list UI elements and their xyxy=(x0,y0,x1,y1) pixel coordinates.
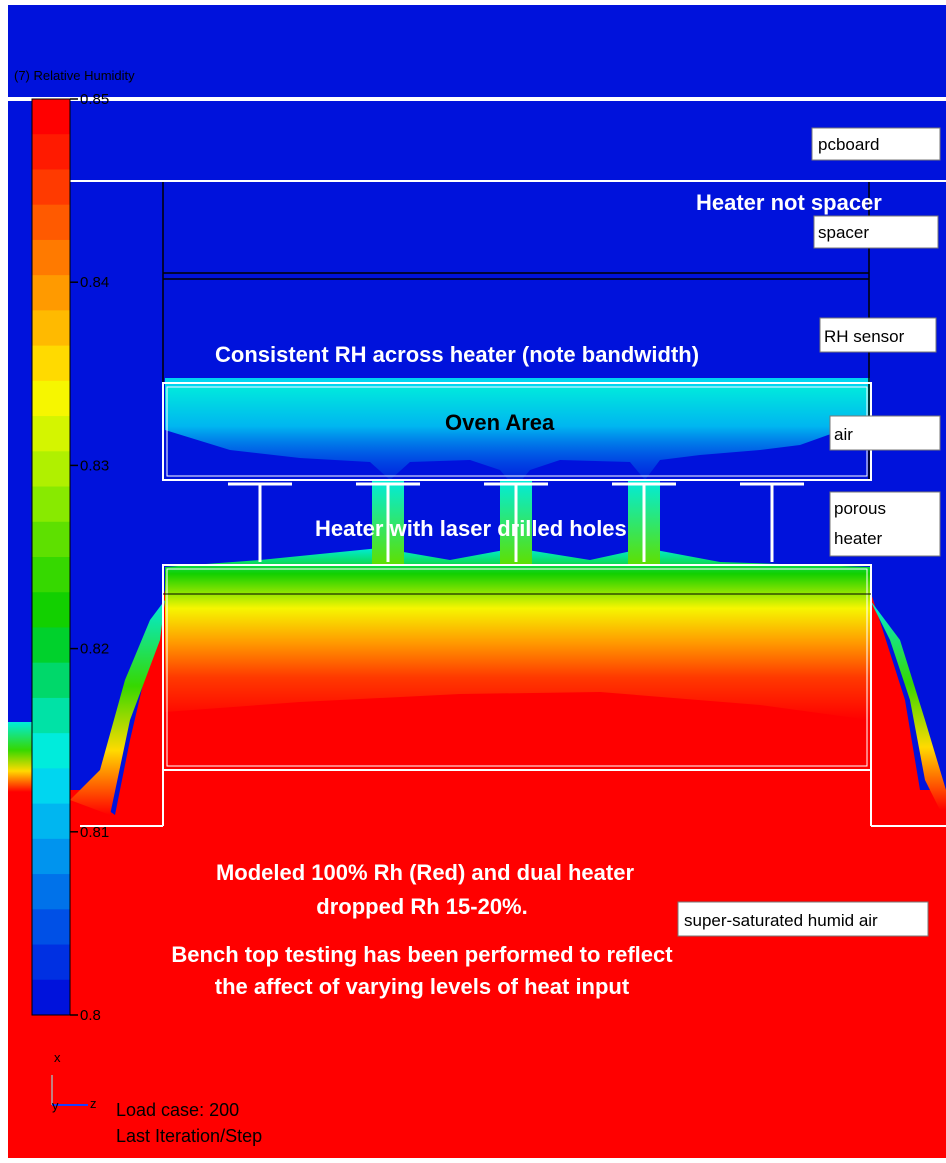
note-bench-line2: the affect of varying levels of heat inp… xyxy=(215,974,630,999)
heater-posts xyxy=(228,482,804,562)
humid-air-label-box xyxy=(677,901,929,937)
note-heater-not-spacer: Heater not spacer xyxy=(696,190,882,215)
legend-tick-label: 0.8 xyxy=(80,1007,101,1024)
legend-swatch xyxy=(32,99,70,135)
right-plume xyxy=(870,600,946,810)
legend-swatch xyxy=(32,662,70,699)
legend-swatch xyxy=(32,557,70,593)
legend-swatch xyxy=(32,310,70,347)
note-oven-area: Oven Area xyxy=(445,410,555,435)
axis-triad xyxy=(51,1075,88,1106)
legend-swatch xyxy=(32,979,70,1016)
bottom-gradient-band xyxy=(165,548,870,720)
legend-tick-label: 0.84 xyxy=(80,274,109,291)
rh-sensor-label: RH sensor xyxy=(824,327,905,346)
legend-swatch xyxy=(32,521,70,558)
axis-z-label: z xyxy=(90,1096,97,1111)
legend-ticks: 0.85 0.84 0.83 0.82 0.81 0.8 xyxy=(70,91,109,1024)
legend-swatch xyxy=(32,486,70,523)
legend-tick-label: 0.82 xyxy=(80,641,109,658)
legend-swatch xyxy=(32,838,70,875)
porous-heater-inner xyxy=(166,568,868,767)
legend-swatch xyxy=(32,134,70,170)
note-modeled-line2: dropped Rh 15-20%. xyxy=(316,894,527,919)
legend-swatch xyxy=(32,909,70,946)
air-label-box xyxy=(829,415,941,451)
legend-swatch xyxy=(32,627,70,664)
legend-outline xyxy=(31,98,71,1016)
legend-swatch xyxy=(32,345,70,382)
note-laser-holes: Heater with laser drilled holes xyxy=(315,516,627,541)
rh-sensor-label-box xyxy=(819,317,937,353)
legend-tick-label: 0.81 xyxy=(80,824,109,841)
legend-swatch xyxy=(32,803,70,840)
legend-tick-label: 0.85 xyxy=(80,91,109,108)
axis-x-label: x xyxy=(54,1050,61,1065)
air-label: air xyxy=(834,425,853,444)
legend-swatch xyxy=(32,768,70,805)
humid-region xyxy=(8,590,946,1158)
pcboard-label: pcboard xyxy=(818,135,879,154)
legend-swatch xyxy=(32,204,70,241)
spacer-label-box xyxy=(813,215,939,249)
pcboard-label-box xyxy=(811,127,941,161)
note-bench-line1: Bench top testing has been performed to … xyxy=(171,942,673,967)
legend-swatch xyxy=(32,275,70,311)
legend-swatch xyxy=(32,239,70,276)
spacer-label: spacer xyxy=(818,223,869,242)
note-modeled-line1: Modeled 100% Rh (Red) and dual heater xyxy=(216,860,635,885)
legend-color-bar xyxy=(31,98,71,1016)
load-case-text: Load case: 200 xyxy=(116,1100,239,1120)
top-margin xyxy=(0,0,946,5)
porous-label-line1: porous xyxy=(834,499,886,518)
axis-y-label: y xyxy=(52,1098,59,1113)
legend-title: (7) Relative Humidity xyxy=(14,68,135,83)
legend-swatch xyxy=(32,944,70,981)
legend-swatch xyxy=(32,380,70,417)
legend-swatch xyxy=(32,874,70,910)
legend-swatch xyxy=(32,169,70,206)
legend-swatch xyxy=(32,416,70,452)
porous-label-line2: heater xyxy=(834,529,883,548)
legend-swatch xyxy=(32,592,70,628)
humid-air-label: super-saturated humid air xyxy=(684,911,878,930)
legend-swatch xyxy=(32,733,70,769)
iteration-text: Last Iteration/Step xyxy=(116,1126,262,1146)
legend-tick-label: 0.83 xyxy=(80,457,109,474)
note-consistent-rh: Consistent RH across heater (note bandwi… xyxy=(215,342,699,367)
porous-heater-outline xyxy=(162,564,872,771)
left-plume xyxy=(70,600,165,815)
legend-swatch xyxy=(32,451,70,488)
oven-gradient xyxy=(165,385,870,488)
porous-heater-label-box xyxy=(829,491,941,557)
left-margin xyxy=(0,0,8,1158)
legend-swatch xyxy=(32,697,70,734)
